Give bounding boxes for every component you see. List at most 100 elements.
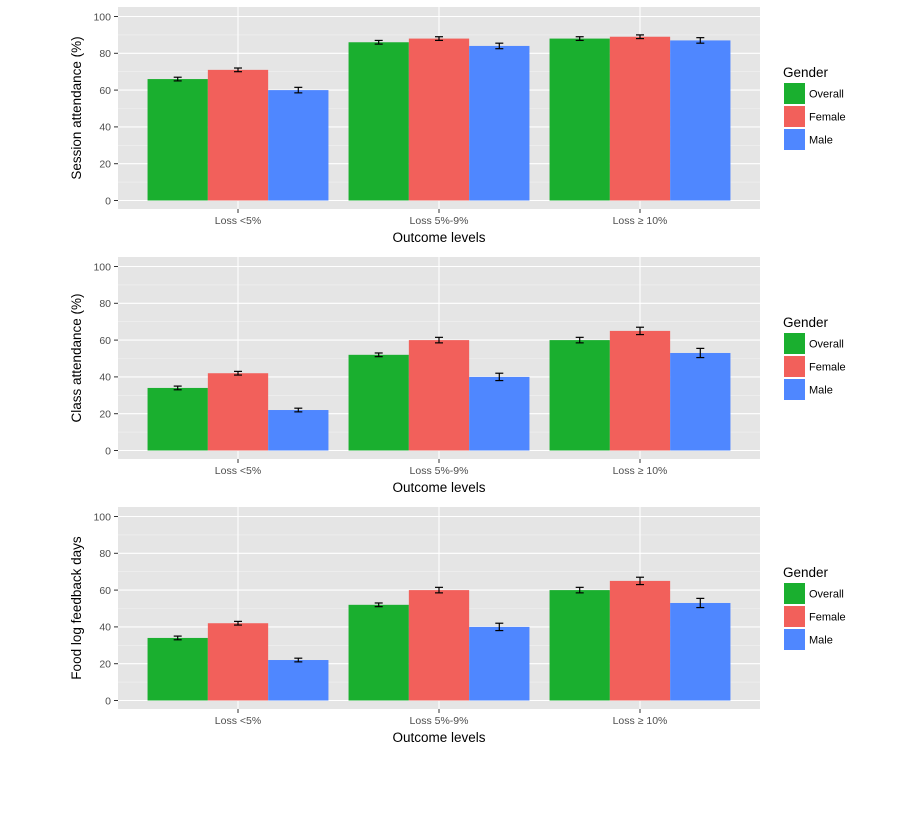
legend-label-male: Male bbox=[809, 385, 833, 397]
error-bar bbox=[294, 407, 303, 413]
chart-panel-3: 0 20 40 60 80 100 Loss <5% Loss 5%-9% Loss ≥ 10%… bbox=[69, 507, 846, 745]
bar-female bbox=[609, 580, 671, 701]
y-tick-label: 40 bbox=[99, 372, 111, 384]
bar-overall bbox=[348, 604, 409, 701]
y-tick-label: 100 bbox=[93, 511, 111, 523]
x-tick-label: Loss <5% bbox=[215, 465, 261, 477]
error-bar bbox=[435, 336, 443, 344]
x-tick-label: Loss 5%-9% bbox=[410, 715, 469, 727]
chart-panel-2: 0 20 40 60 80 100 Loss <5% Loss 5%-9% Loss ≥ 10%… bbox=[69, 257, 846, 495]
bar-male bbox=[670, 40, 731, 201]
legend-key-overall bbox=[784, 83, 805, 104]
error-bar bbox=[173, 635, 182, 641]
bar-male bbox=[670, 352, 731, 451]
legend-label-female: Female bbox=[809, 112, 846, 124]
x-tick-label: Loss 5%-9% bbox=[410, 215, 469, 227]
error-bar bbox=[575, 336, 584, 344]
error-bar bbox=[234, 370, 242, 376]
error-bar bbox=[636, 576, 644, 586]
x-tick-label: Loss <5% bbox=[215, 715, 261, 727]
error-bar bbox=[234, 620, 242, 626]
bar-overall bbox=[549, 340, 610, 451]
bar-overall bbox=[549, 590, 610, 701]
x-tick-label: Loss ≥ 10% bbox=[613, 715, 668, 727]
bar-female bbox=[207, 373, 269, 451]
bar-overall bbox=[549, 38, 610, 201]
error-bar bbox=[696, 597, 705, 609]
error-bar bbox=[495, 372, 504, 382]
legend-label-male: Male bbox=[809, 635, 833, 647]
y-tick-label: 0 bbox=[105, 695, 111, 707]
legend-key-male bbox=[784, 629, 805, 650]
error-bar bbox=[435, 586, 443, 594]
legend-label-female: Female bbox=[809, 612, 846, 624]
error-bar bbox=[435, 36, 443, 42]
error-bar bbox=[294, 86, 303, 94]
bar-male bbox=[469, 626, 530, 701]
bar-overall bbox=[348, 354, 409, 451]
legend-title: Gender bbox=[783, 315, 829, 330]
error-bar bbox=[495, 622, 504, 632]
error-bar bbox=[696, 347, 705, 359]
y-tick-label: 0 bbox=[105, 445, 111, 457]
y-tick-label: 80 bbox=[99, 48, 111, 60]
legend-key-overall bbox=[784, 333, 805, 354]
y-axis-title: Class attendance (%) bbox=[69, 293, 84, 422]
y-tick-label: 100 bbox=[93, 261, 111, 273]
bar-female bbox=[408, 590, 470, 701]
y-tick-label: 80 bbox=[99, 548, 111, 560]
bar-female bbox=[408, 38, 470, 201]
legend-label-male: Male bbox=[809, 135, 833, 147]
bar-overall bbox=[147, 387, 208, 451]
error-bar bbox=[495, 42, 504, 50]
y-tick-label: 60 bbox=[99, 85, 111, 97]
error-bar bbox=[294, 657, 303, 663]
bar-female bbox=[207, 623, 269, 701]
error-bar bbox=[575, 586, 584, 594]
bar-male bbox=[268, 410, 329, 451]
y-tick-label: 40 bbox=[99, 622, 111, 634]
bar-male bbox=[469, 45, 530, 201]
y-tick-label: 80 bbox=[99, 298, 111, 310]
x-tick-label: Loss ≥ 10% bbox=[613, 215, 668, 227]
error-bar bbox=[374, 352, 383, 358]
legend-key-female bbox=[784, 606, 805, 627]
x-axis-title: Outcome levels bbox=[392, 730, 485, 745]
bar-overall bbox=[348, 42, 409, 201]
error-bar bbox=[636, 326, 644, 336]
chart-panel-1: 0 20 40 60 80 100 Loss <5% Loss 5%-9% Loss ≥ 10%… bbox=[69, 7, 846, 245]
legend-key-male bbox=[784, 379, 805, 400]
bar-female bbox=[408, 340, 470, 451]
legend-key-overall bbox=[784, 583, 805, 604]
bar-female bbox=[609, 330, 671, 451]
y-tick-label: 60 bbox=[99, 335, 111, 347]
error-bar bbox=[575, 36, 584, 42]
x-axis-title: Outcome levels bbox=[392, 480, 485, 495]
error-bar bbox=[374, 39, 383, 45]
error-bar bbox=[234, 67, 242, 73]
y-tick-label: 20 bbox=[99, 159, 111, 171]
legend-label-overall: Overall bbox=[809, 89, 844, 101]
bar-male bbox=[670, 602, 731, 701]
legend: Gender Overall Female Male bbox=[783, 315, 846, 400]
bar-overall bbox=[147, 637, 208, 701]
bar-overall bbox=[147, 79, 208, 201]
y-tick-label: 0 bbox=[105, 195, 111, 207]
legend: Gender Overall Female Male bbox=[783, 65, 846, 150]
bar-male bbox=[268, 90, 329, 201]
y-tick-label: 100 bbox=[93, 11, 111, 23]
y-axis-title: Food log feedback days bbox=[69, 536, 84, 680]
y-tick-label: 20 bbox=[99, 659, 111, 671]
bar-male bbox=[268, 660, 329, 701]
legend-label-female: Female bbox=[809, 362, 846, 374]
error-bar bbox=[636, 34, 644, 40]
x-tick-label: Loss ≥ 10% bbox=[613, 465, 668, 477]
x-axis-title: Outcome levels bbox=[392, 230, 485, 245]
bar-male bbox=[469, 376, 530, 451]
legend: Gender Overall Female Male bbox=[783, 565, 846, 650]
error-bar bbox=[696, 37, 705, 44]
legend-key-female bbox=[784, 356, 805, 377]
legend-title: Gender bbox=[783, 565, 829, 580]
error-bar bbox=[173, 76, 182, 82]
